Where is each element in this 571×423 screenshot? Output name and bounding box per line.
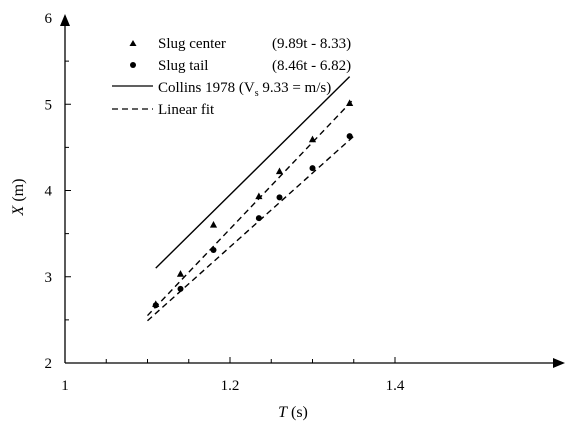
slug-tail-point <box>152 302 159 309</box>
slug-center-point <box>209 221 218 228</box>
slug-tail-point <box>177 285 184 292</box>
x-tick-label: 1.4 <box>386 378 405 394</box>
y-tick-label: 4 <box>45 184 53 200</box>
y-tick-label: 3 <box>45 270 53 286</box>
y-axis-title: X (m) <box>10 179 27 217</box>
plot-area <box>146 76 355 322</box>
x-axis-title: T (s) <box>278 404 308 421</box>
y-tick-label: 6 <box>45 11 53 27</box>
axes: 1 1.2 1.4 2 3 4 5 6 T (s) X (m) <box>10 11 565 421</box>
slug-tail-point <box>346 133 353 140</box>
legend-triangle-marker <box>129 40 137 46</box>
legend-item-linear-fit: Linear fit <box>112 102 215 118</box>
legend-label-collins-1978: Collins 1978 (Vs 9.33 = m/s) <box>158 80 331 99</box>
x-tick-label: 1.2 <box>221 378 240 394</box>
legend-item-slug-tail: Slug tail (8.46t - 6.82) <box>130 58 351 74</box>
slug-center-point <box>176 270 185 277</box>
slug-tail-point <box>210 247 217 254</box>
y-tick-label: 5 <box>45 97 53 113</box>
linear-fit-line <box>147 135 355 322</box>
slug-tail-point <box>276 194 283 201</box>
slug-center-point <box>255 192 263 200</box>
collins-1978-line <box>155 76 351 269</box>
slug-center-point <box>346 99 354 106</box>
legend: Slug center (9.89t - 8.33) Slug tail (8.… <box>112 36 351 118</box>
legend-label-slug-center: Slug center <box>158 36 226 52</box>
legend-item-slug-center: Slug center (9.89t - 8.33) <box>129 36 351 52</box>
legend-item-collins-1978: Collins 1978 (Vs 9.33 = m/s) <box>112 80 331 99</box>
linear-fit-line <box>146 98 355 317</box>
y-tick-label: 2 <box>45 356 53 372</box>
slug-center-point <box>308 135 317 143</box>
slug-tail-point <box>255 215 262 222</box>
legend-label-linear-fit: Linear fit <box>158 102 215 118</box>
legend-equation-slug-center: (9.89t - 8.33) <box>272 36 351 52</box>
slug-center-point <box>275 167 284 175</box>
legend-circle-marker <box>130 62 136 68</box>
x-tick-label: 1 <box>61 378 69 394</box>
slug-tail-point <box>309 165 316 172</box>
legend-label-slug-tail: Slug tail <box>158 58 208 74</box>
legend-equation-slug-tail: (8.46t - 6.82) <box>272 58 351 74</box>
